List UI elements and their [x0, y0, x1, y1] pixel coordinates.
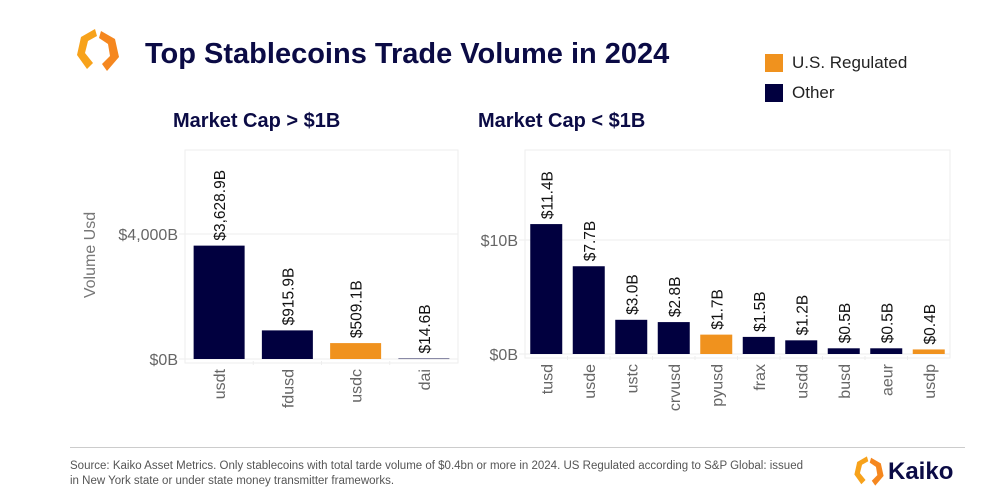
brand-name: Kaiko	[888, 458, 954, 485]
chart-title: Top Stablecoins Trade Volume in 2024	[145, 38, 670, 70]
x-tick-label: usdc	[349, 369, 366, 403]
bar-fdusd	[261, 330, 313, 359]
legend: U.S. Regulated Other	[765, 48, 907, 108]
x-tick-label: dai	[417, 369, 434, 390]
data-label: $3,628.9B	[212, 170, 229, 241]
right-chart-title: Market Cap < $1B	[478, 110, 646, 132]
logo-icon	[77, 29, 119, 71]
kaiko-logo-icon	[854, 456, 884, 486]
x-tick-label: fdusd	[280, 369, 297, 408]
x-tick-label: usdt	[212, 368, 229, 399]
data-label: $915.9B	[280, 268, 297, 326]
y-tick-label: $0B	[150, 352, 178, 369]
y-tick-label: $4,000B	[118, 227, 178, 244]
left-chart-title: Market Cap > $1B	[173, 110, 341, 132]
footer-divider	[70, 447, 965, 448]
source-note: Source: Kaiko Asset Metrics. Only stable…	[70, 460, 803, 487]
data-label: $14.6B	[417, 304, 434, 353]
bar-dai	[398, 358, 450, 360]
y-axis-label: Volume Usd	[82, 212, 99, 298]
bar-usdt	[193, 245, 245, 359]
legend-label: U.S. Regulated	[792, 53, 908, 72]
legend-item-other: Other	[765, 78, 907, 108]
data-label: $509.1B	[349, 280, 366, 338]
bar-usdc	[330, 343, 382, 359]
legend-label: Other	[792, 83, 835, 102]
legend-item-regulated: U.S. Regulated	[765, 48, 907, 78]
legend-swatch-regulated	[765, 54, 783, 72]
legend-swatch-other	[765, 84, 783, 102]
